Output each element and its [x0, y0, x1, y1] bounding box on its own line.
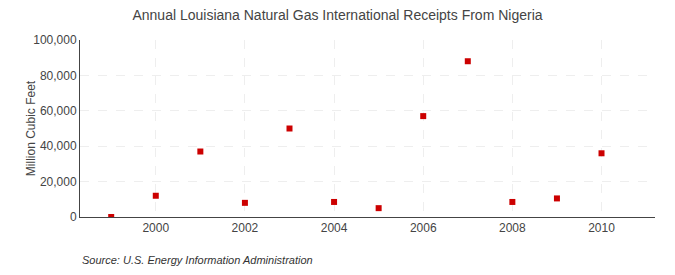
svg-text:0: 0	[70, 210, 77, 224]
svg-text:100,000: 100,000	[33, 33, 77, 47]
svg-text:2002: 2002	[232, 221, 259, 235]
svg-text:Source: U.S. Energy Informatio: Source: U.S. Energy Information Administ…	[82, 254, 313, 266]
svg-text:40,000: 40,000	[40, 139, 77, 153]
svg-text:2006: 2006	[410, 221, 437, 235]
svg-text:60,000: 60,000	[40, 104, 77, 118]
svg-text:2004: 2004	[321, 221, 348, 235]
svg-text:20,000: 20,000	[40, 175, 77, 189]
svg-text:80,000: 80,000	[40, 69, 77, 83]
svg-text:2008: 2008	[499, 221, 526, 235]
svg-text:Million Cubic Feet: Million Cubic Feet	[24, 80, 38, 176]
svg-text:2000: 2000	[142, 221, 169, 235]
svg-text:Annual Louisiana Natural Gas I: Annual Louisiana Natural Gas Internation…	[132, 7, 542, 23]
svg-text:2010: 2010	[588, 221, 615, 235]
